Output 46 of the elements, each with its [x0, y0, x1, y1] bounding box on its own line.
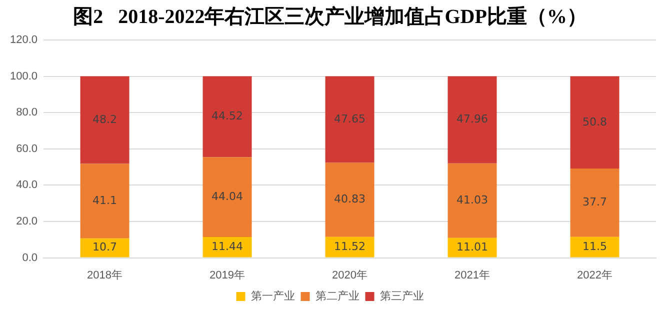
x-tick-label: 2020年 — [332, 269, 368, 282]
data-label: 48.2 — [92, 112, 118, 126]
data-label: 41.03 — [456, 193, 488, 206]
bar — [325, 76, 374, 163]
bar — [80, 238, 130, 258]
y-tick-label: 80.0 — [16, 106, 38, 119]
x-tick-label: 2022年 — [577, 269, 612, 282]
data-label: 47.96 — [456, 112, 488, 126]
x-tick-label: 2021年 — [454, 269, 490, 282]
data-label: 40.83 — [334, 192, 366, 206]
x-tick-label: 2019年 — [210, 269, 246, 282]
legend-label: 第三产业 — [380, 290, 424, 303]
bar — [448, 76, 497, 164]
bar — [325, 162, 374, 237]
bar — [202, 157, 252, 238]
data-label: 10.7 — [92, 240, 118, 254]
data-label: 11.01 — [456, 240, 488, 254]
bar — [448, 238, 497, 258]
y-tick-label: 0.0 — [22, 252, 38, 264]
bar — [570, 76, 620, 168]
y-tick-label: 60.0 — [16, 142, 38, 155]
data-label: 37.7 — [582, 196, 608, 209]
bar — [202, 76, 252, 158]
bar — [448, 163, 497, 238]
data-label: 44.52 — [212, 110, 244, 123]
data-label: 11.5 — [582, 240, 608, 253]
data-label: 47.65 — [334, 112, 366, 126]
data-label: 50.8 — [582, 115, 608, 128]
chart-title: 图2 2018-2022年右江区三次产业增加值占GDP比重（%） — [73, 5, 587, 28]
bar — [80, 164, 130, 238]
x-tick-label: 2018年 — [87, 269, 123, 282]
bar — [202, 237, 252, 258]
y-tick-label: 100.0 — [10, 70, 38, 82]
bar — [325, 236, 374, 258]
data-label: 44.04 — [212, 190, 244, 203]
data-label: 11.52 — [334, 240, 366, 253]
legend-label: 第一产业 — [250, 290, 295, 303]
bar — [80, 76, 130, 164]
data-label: 11.44 — [212, 240, 244, 254]
y-tick-label: 120.0 — [10, 34, 38, 46]
bar — [570, 168, 620, 237]
y-tick-label: 40.0 — [16, 179, 38, 192]
data-label: 41.1 — [92, 194, 118, 207]
legend-label: 第二产业 — [315, 290, 360, 303]
y-tick-label: 20.0 — [16, 216, 38, 228]
bar — [570, 236, 620, 258]
